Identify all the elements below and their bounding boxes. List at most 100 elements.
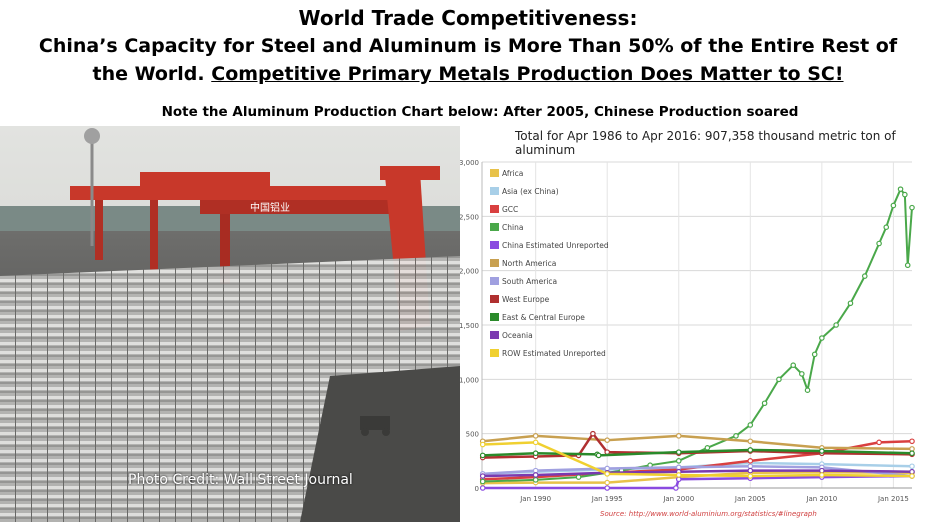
data-point [890, 202, 897, 209]
series-line [482, 440, 913, 481]
data-point [799, 371, 805, 377]
data-point [479, 441, 486, 448]
x-tick-label: Jan 1995 [591, 495, 623, 503]
y-tick-label: 1,500 [460, 322, 479, 330]
data-point [532, 477, 539, 483]
legend-swatch [490, 241, 499, 249]
data-point [733, 433, 739, 439]
data-point [532, 439, 539, 446]
legend-label: GCC [502, 205, 518, 214]
slide-title: World Trade Competitiveness: China’s Cap… [0, 4, 936, 88]
x-tick-label: Jan 2005 [734, 495, 766, 503]
data-point [909, 473, 915, 479]
legend-swatch [490, 169, 499, 177]
x-tick-label: Jan 2010 [805, 495, 837, 503]
data-point [909, 450, 915, 457]
data-point [897, 186, 904, 192]
data-point [747, 463, 754, 470]
data-point [902, 191, 908, 198]
data-point [604, 449, 611, 455]
warehouse-photo: 中国铝业 Photo Credit: Wall Street Journal [0, 126, 460, 522]
data-point [532, 450, 539, 457]
data-point [747, 447, 754, 453]
y-tick-label: 2,500 [460, 213, 479, 221]
legend-label: East & Central Europe [502, 313, 585, 322]
series-line [482, 448, 913, 457]
title-line-3-underlined: Competitive Primary Metals Production Do… [211, 63, 844, 85]
data-point [532, 472, 539, 478]
data-point [590, 430, 596, 437]
data-point [604, 485, 611, 491]
data-point [479, 485, 486, 491]
data-point [909, 438, 915, 445]
data-point [479, 473, 486, 479]
data-point [819, 335, 825, 341]
legend-swatch [490, 259, 499, 267]
data-point [532, 433, 539, 439]
chart-title: Total for Apr 1986 to Apr 2016: 907,358 … [515, 129, 896, 157]
data-point [909, 463, 915, 470]
data-point [847, 300, 854, 307]
x-tick-label: Jan 2015 [877, 495, 909, 503]
crane-sign: 中国铝业 [250, 201, 290, 214]
data-point [747, 473, 754, 479]
data-point [575, 474, 582, 480]
data-point [675, 464, 682, 471]
data-point [704, 444, 711, 451]
data-point [909, 204, 915, 211]
legend-label: South America [502, 277, 557, 286]
data-point [909, 468, 915, 475]
chart-note: Note the Aluminum Production Chart below… [161, 104, 799, 120]
data-point [876, 240, 882, 247]
x-tick-label: Jan 1990 [519, 495, 551, 503]
data-point [819, 472, 825, 478]
data-point [904, 262, 911, 269]
y-tick-label: 0 [475, 485, 479, 493]
data-point [675, 433, 682, 439]
data-point [675, 472, 682, 478]
legend-swatch [490, 313, 499, 321]
data-point [909, 446, 915, 452]
legend-label: ROW Estimated Unreported [502, 349, 606, 358]
legend-label: Africa [502, 169, 523, 178]
data-point [876, 439, 882, 446]
chart-svg: 0 500 1,000 1,500 2,000 2,500 3,000 Jan 1990 Jan… [459, 159, 915, 503]
data-point [479, 452, 486, 459]
data-point [604, 437, 611, 443]
aluminum-production-chart: 0 500 1,000 1,500 2,000 2,500 3,000 Jan 1990 Jan… [459, 146, 936, 522]
y-tick-label: 1,000 [460, 376, 479, 384]
legend-label: North America [502, 259, 556, 268]
data-point [883, 224, 890, 231]
legend-label: Asia (ex China) [502, 187, 559, 196]
legend-swatch [490, 277, 499, 285]
data-point [804, 387, 811, 394]
series-line [482, 188, 913, 483]
chart-source: Source: http://www.world-aluminium.org/s… [600, 510, 817, 518]
title-line-2: China’s Capacity for Steel and Aluminum … [38, 35, 898, 57]
data-point [747, 458, 754, 464]
data-point [811, 351, 818, 358]
data-point [819, 448, 825, 454]
data-point [675, 449, 682, 455]
legend-label: West Europe [502, 295, 550, 304]
y-tick-label: 500 [466, 431, 479, 439]
y-tick-label: 2,000 [460, 268, 479, 276]
legend-swatch [490, 295, 499, 303]
legend-swatch [490, 223, 499, 231]
legend-swatch [490, 349, 499, 357]
data-point [673, 485, 679, 491]
data-point [532, 467, 539, 474]
data-point [790, 362, 797, 369]
legend-swatch [490, 187, 499, 195]
photo-credit: Photo Credit: Wall Street Journal [128, 472, 353, 488]
data-point [604, 465, 611, 472]
legend-swatch [490, 331, 499, 339]
legend-label: China [502, 223, 523, 232]
legend-swatch [490, 205, 499, 213]
data-point [675, 458, 682, 464]
data-point [675, 476, 682, 483]
data-point [833, 322, 839, 328]
title-line-3: the World. Competitive Primary Metals Pr… [0, 60, 936, 88]
x-tick-label: Jan 2000 [662, 495, 694, 503]
data-point [861, 273, 868, 279]
